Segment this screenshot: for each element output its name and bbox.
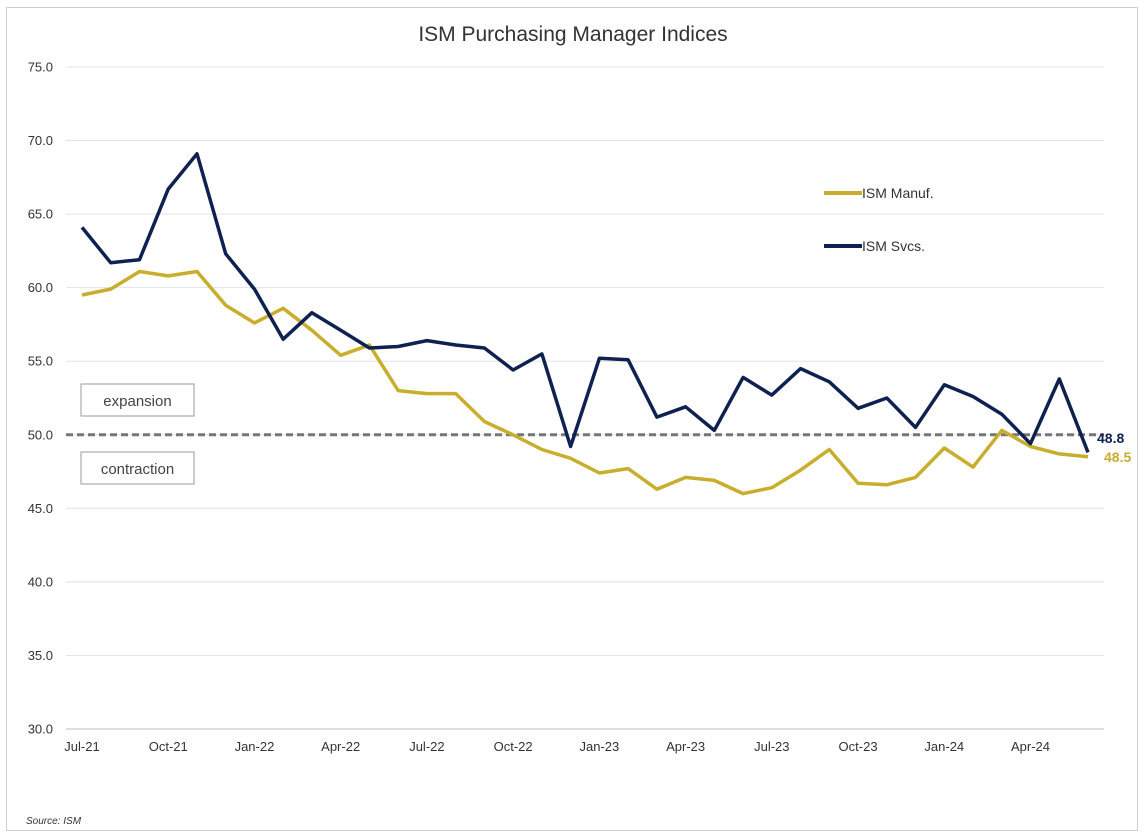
x-tick-label: Oct-21 (149, 739, 188, 754)
x-axis-ticks: Jul-21 Oct-21 Jan-22 Apr-22 Jul-22 Oct-22 Jan-… (64, 739, 1050, 754)
series-line-svcs (80, 152, 1090, 454)
y-tick-label: 65.0 (28, 207, 53, 222)
y-tick-label: 50.0 (28, 427, 53, 442)
zone-contraction-box (80, 451, 195, 485)
x-tick-label: Jan-22 (235, 739, 275, 754)
gridlines (66, 66, 1104, 656)
x-tick-label: Jul-21 (64, 739, 99, 754)
x-tick-label: Jul-23 (754, 739, 789, 754)
series-line-manuf (81, 269, 1089, 496)
y-tick-label: 45.0 (28, 501, 53, 516)
zone-contraction: contraction (80, 451, 195, 485)
x-tick-label: Oct-22 (494, 739, 533, 754)
chart-frame (6, 7, 1138, 831)
y-tick-label: 55.0 (28, 354, 53, 369)
y-tick-label: 40.0 (28, 574, 53, 589)
zone-expansion: expansion (80, 383, 195, 417)
end-label-svcs: 48.8 (1097, 430, 1124, 446)
zone-contraction-label: contraction (101, 461, 174, 478)
x-tick-label: Apr-23 (666, 739, 705, 754)
y-tick-label: 30.0 (28, 722, 53, 737)
x-tick-label: Jul-22 (409, 739, 444, 754)
zone-expansion-label: expansion (103, 393, 171, 410)
zone-expansion-box (80, 383, 195, 417)
y-tick-label: 75.0 (28, 60, 53, 75)
y-tick-label: 35.0 (28, 648, 53, 663)
x-tick-label: Jan-23 (579, 739, 619, 754)
x-tick-label: Apr-22 (321, 739, 360, 754)
y-tick-label: 60.0 (28, 280, 53, 295)
x-tick-label: Apr-24 (1011, 739, 1050, 754)
y-tick-label: 70.0 (28, 133, 53, 148)
source-note: Source: ISM (26, 816, 82, 827)
y-axis-ticks: 75.0 70.0 65.0 60.0 55.0 50.0 45.0 40.0 35.0 30.0 (28, 60, 53, 737)
x-tick-label: Oct-23 (839, 739, 878, 754)
end-label-manuf: 48.5 (1104, 449, 1131, 465)
x-tick-label: Jan-24 (924, 739, 964, 754)
legend: ISM Manuf. ISM Svcs. (824, 185, 934, 254)
legend-label-svcs: ISM Svcs. (862, 238, 925, 254)
chart-title: ISM Purchasing Manager Indices (418, 23, 727, 46)
series-lines (80, 152, 1090, 496)
legend-label-manuf: ISM Manuf. (862, 185, 934, 201)
